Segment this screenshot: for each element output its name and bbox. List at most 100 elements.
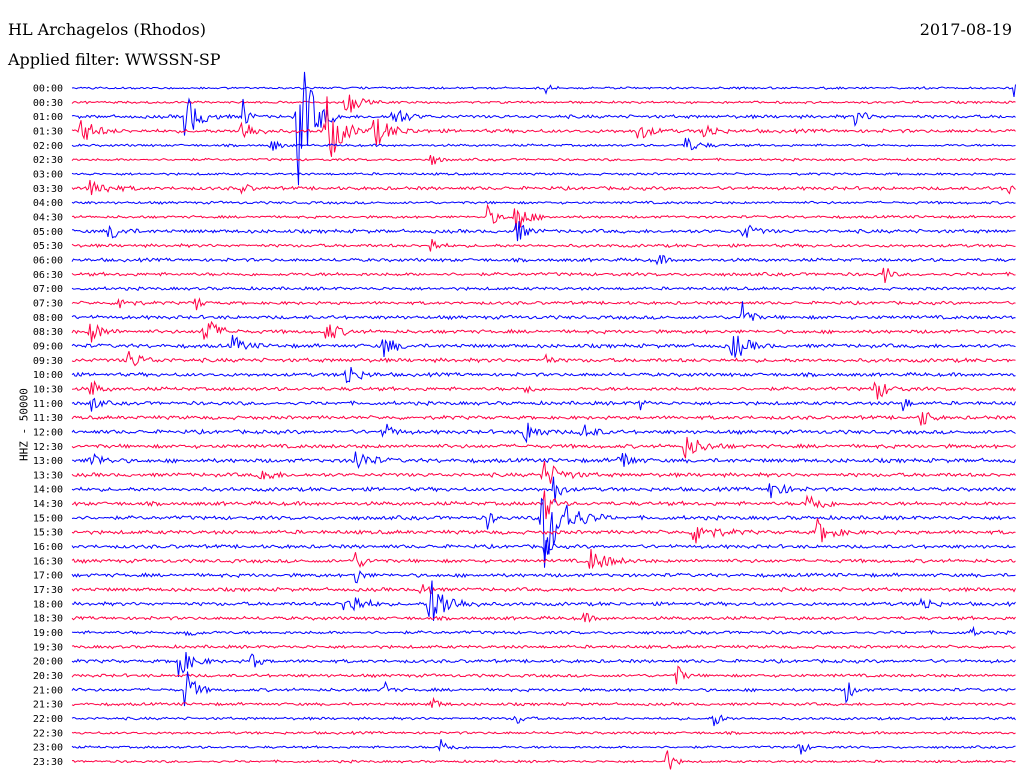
row-time-label: 11:30 (33, 413, 63, 424)
filter-subtitle: Applied filter: WWSSN-SP (8, 50, 221, 69)
row-time-label: 07:30 (33, 298, 63, 309)
trace-row-2230 (71, 730, 1016, 736)
row-time-label: 20:00 (33, 657, 63, 668)
row-time-label: 02:00 (33, 141, 63, 152)
row-time-label: 06:30 (33, 270, 63, 281)
row-time-label: 03:00 (33, 169, 63, 180)
row-time-label: 16:30 (33, 556, 63, 567)
row-time-label: 17:30 (33, 585, 63, 596)
trace-row-2200 (71, 714, 1016, 727)
trace-row-0430 (71, 203, 1016, 231)
trace-row-0030 (71, 94, 1016, 113)
row-time-label: 00:00 (33, 84, 63, 95)
row-time-label: 18:30 (33, 614, 63, 625)
trace-row-0400 (71, 200, 1016, 205)
trace-row-2030 (71, 665, 1016, 685)
row-time-label: 01:00 (33, 112, 63, 123)
row-time-label: 14:30 (33, 499, 63, 510)
row-time-label: 11:00 (33, 399, 63, 410)
row-time-label: 17:00 (33, 571, 63, 582)
trace-row-1230 (71, 436, 1016, 459)
row-time-label: 21:30 (33, 700, 63, 711)
row-time-label: 08:30 (33, 327, 63, 338)
trace-row-1630 (71, 549, 1016, 570)
row-time-label: 13:00 (33, 456, 63, 467)
row-time-label: 19:00 (33, 628, 63, 639)
trace-row-1700 (71, 570, 1016, 584)
trace-row-0230 (71, 154, 1016, 165)
trace-row-0130 (71, 96, 1016, 157)
row-time-label: 05:30 (33, 241, 63, 252)
row-time-label: 00:30 (33, 98, 63, 109)
row-time-label: 23:30 (33, 757, 63, 768)
trace-row-0600 (71, 254, 1016, 266)
row-time-label: 02:30 (33, 155, 63, 166)
row-time-label: 03:30 (33, 184, 63, 195)
trace-row-1900 (71, 625, 1016, 637)
row-time-label: 08:00 (33, 313, 63, 324)
trace-row-0900 (71, 334, 1016, 358)
trace-row-0530 (71, 238, 1016, 252)
trace-row-0100 (71, 71, 1016, 186)
row-time-label: 09:00 (33, 341, 63, 352)
trace-row-0700 (71, 285, 1016, 292)
row-time-label: 05:00 (33, 227, 63, 238)
row-time-label: 06:00 (33, 255, 63, 266)
row-time-label: 14:00 (33, 485, 63, 496)
trace-row-1330 (71, 461, 1016, 484)
trace-row-0800 (71, 301, 1016, 321)
trace-row-1030 (71, 380, 1016, 400)
row-time-label: 15:30 (33, 528, 63, 539)
row-time-label: 21:00 (33, 685, 63, 696)
row-time-label: 22:30 (33, 728, 63, 739)
trace-row-1830 (71, 612, 1016, 623)
row-time-label: 04:00 (33, 198, 63, 209)
trace-row-1400 (71, 476, 1016, 503)
trace-row-0930 (71, 351, 1016, 367)
row-time-label: 04:30 (33, 212, 63, 223)
trace-row-1000 (71, 366, 1016, 384)
trace-row-1430 (71, 490, 1016, 520)
trace-row-1500 (71, 497, 1016, 568)
row-time-label: 19:30 (33, 642, 63, 653)
trace-row-1200 (71, 422, 1016, 444)
trace-row-2100 (71, 671, 1016, 707)
trace-row-1300 (71, 451, 1016, 470)
trace-row-0730 (71, 297, 1016, 311)
trace-row-1130 (71, 411, 1016, 426)
trace-row-2130 (71, 696, 1016, 708)
row-time-label: 20:30 (33, 671, 63, 682)
row-time-label: 10:00 (33, 370, 63, 381)
row-time-label: 01:30 (33, 126, 63, 137)
trace-row-1530 (71, 518, 1016, 544)
trace-row-1930 (71, 644, 1016, 650)
trace-row-2300 (71, 739, 1016, 755)
row-time-label: 12:00 (33, 427, 63, 438)
row-time-label: 10:30 (33, 384, 63, 395)
row-time-label: 15:00 (33, 513, 63, 524)
trace-row-0630 (71, 267, 1016, 284)
trace-row-2000 (71, 651, 1016, 678)
row-time-label: 23:00 (33, 743, 63, 754)
trace-row-1730 (71, 584, 1016, 595)
date-label: 2017-08-19 (919, 20, 1012, 39)
row-time-label: 18:00 (33, 599, 63, 610)
row-time-label: 22:00 (33, 714, 63, 725)
station-title: HL Archagelos (Rhodos) (8, 20, 206, 39)
row-time-label: 16:00 (33, 542, 63, 553)
trace-row-0200 (71, 137, 1016, 151)
row-time-label: 13:30 (33, 470, 63, 481)
trace-row-0330 (71, 179, 1016, 196)
trace-row-1100 (71, 397, 1016, 412)
row-time-label: 09:30 (33, 356, 63, 367)
trace-row-0830 (71, 320, 1016, 343)
trace-row-2330 (71, 750, 1016, 770)
row-time-label: 12:30 (33, 442, 63, 453)
trace-row-0000 (71, 84, 1016, 97)
trace-row-0300 (71, 171, 1016, 176)
trace-row-1600 (71, 540, 1016, 557)
trace-row-0500 (71, 221, 1016, 242)
trace-row-1800 (71, 580, 1016, 621)
row-time-label: 07:00 (33, 284, 63, 295)
